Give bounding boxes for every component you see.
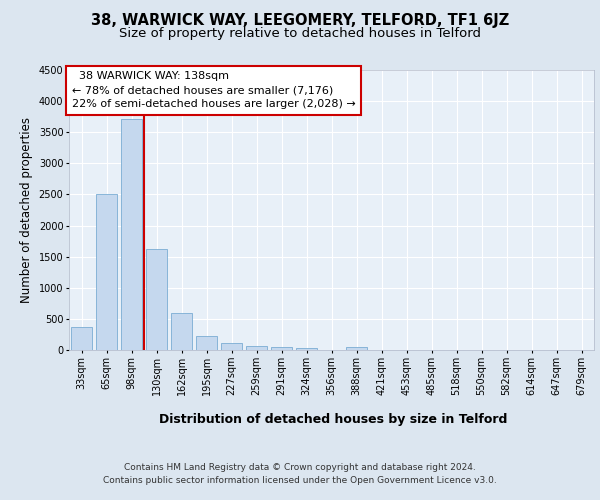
Text: Size of property relative to detached houses in Telford: Size of property relative to detached ho… <box>119 28 481 40</box>
Bar <box>221 343 242 350</box>
Text: 38 WARWICK WAY: 138sqm  
← 78% of detached houses are smaller (7,176)
22% of sem: 38 WARWICK WAY: 138sqm ← 78% of detached… <box>71 72 355 110</box>
Bar <box>296 348 317 350</box>
Bar <box>146 249 167 350</box>
Text: 38, WARWICK WAY, LEEGOMERY, TELFORD, TF1 6JZ: 38, WARWICK WAY, LEEGOMERY, TELFORD, TF1… <box>91 12 509 28</box>
Bar <box>246 346 267 350</box>
Bar <box>71 327 92 350</box>
Text: Contains HM Land Registry data © Crown copyright and database right 2024.: Contains HM Land Registry data © Crown c… <box>124 462 476 471</box>
Bar <box>271 347 292 350</box>
Bar <box>96 194 117 350</box>
Bar <box>171 314 192 350</box>
Bar <box>346 347 367 350</box>
Text: Distribution of detached houses by size in Telford: Distribution of detached houses by size … <box>159 412 507 426</box>
Bar <box>121 118 142 350</box>
Y-axis label: Number of detached properties: Number of detached properties <box>20 117 33 303</box>
Bar <box>196 336 217 350</box>
Text: Contains public sector information licensed under the Open Government Licence v3: Contains public sector information licen… <box>103 476 497 485</box>
